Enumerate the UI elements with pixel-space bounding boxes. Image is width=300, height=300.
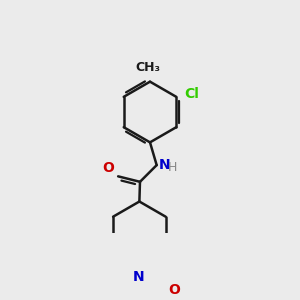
Text: N: N bbox=[132, 270, 144, 284]
Text: Cl: Cl bbox=[184, 87, 199, 101]
Text: N: N bbox=[159, 158, 171, 172]
Text: O: O bbox=[168, 283, 180, 297]
Text: H: H bbox=[168, 161, 178, 174]
Text: O: O bbox=[103, 161, 115, 175]
Text: CH₃: CH₃ bbox=[135, 61, 160, 74]
